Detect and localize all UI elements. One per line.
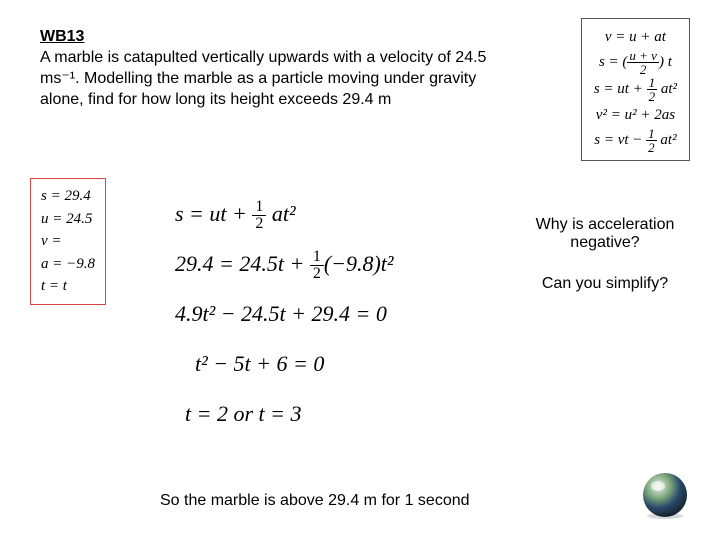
eq-quadratic: 4.9t² − 24.5t + 29.4 = 0	[175, 292, 394, 336]
formula-s-avg: s = (u + v2) t	[594, 49, 677, 76]
suvat-a: a = −9.8	[41, 253, 95, 276]
suvat-formulas-box: v = u + at s = (u + v2) t s = ut + 12 at…	[581, 18, 690, 161]
formula-s-vt: s = vt − 12 at²	[594, 127, 677, 154]
suvat-s: s = 29.4	[41, 185, 95, 208]
suvat-v: v =	[41, 230, 95, 253]
conclusion-text: So the marble is above 29.4 m for 1 seco…	[160, 492, 470, 510]
formula-s-ut: s = ut + 12 at²	[594, 76, 677, 103]
eq-solutions: t = 2 or t = 3	[185, 392, 394, 436]
suvat-t: t = t	[41, 275, 95, 298]
working-block: s = ut + 12 at² 29.4 = 24.5t + 12(−9.8)t…	[175, 192, 394, 442]
marble-icon	[640, 470, 690, 520]
question-simplify: Can you simplify?	[520, 275, 690, 293]
problem-text: A marble is catapulted vertically upward…	[40, 48, 510, 110]
formula-v: v = u + at	[594, 25, 677, 49]
question-acceleration: Why is acceleration negative?	[520, 216, 690, 252]
eq-simplified: t² − 5t + 6 = 0	[195, 342, 394, 386]
eq-substituted: 29.4 = 24.5t + 12(−9.8)t²	[175, 242, 394, 286]
suvat-u: u = 24.5	[41, 208, 95, 231]
suvat-values-box: s = 29.4 u = 24.5 v = a = −9.8 t = t	[30, 178, 106, 305]
formula-v2: v² = u² + 2as	[594, 103, 677, 127]
problem-title: WB13	[40, 28, 84, 46]
eq-formula: s = ut + 12 at²	[175, 192, 394, 236]
